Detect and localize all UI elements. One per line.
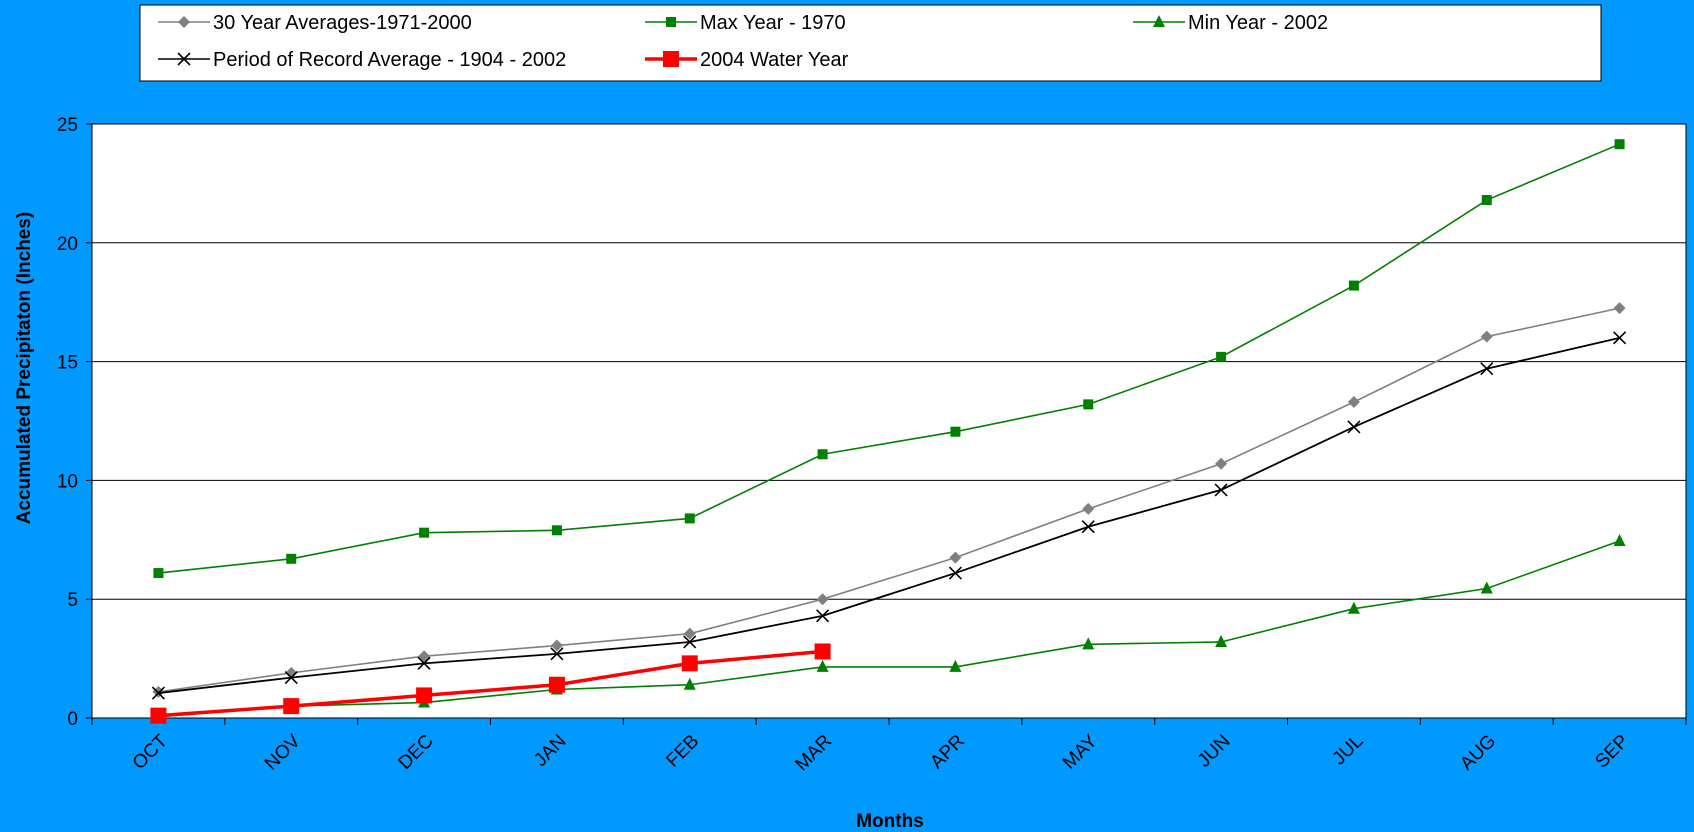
data-point: [548, 676, 565, 693]
data-point: [1082, 502, 1095, 515]
legend-box: [139, 4, 1602, 82]
data-point: [816, 659, 829, 672]
series-line: [158, 540, 1620, 718]
series-4: [150, 643, 831, 724]
data-point: [1215, 457, 1228, 470]
data-point: [949, 659, 962, 672]
x-tick-label: APR: [926, 731, 968, 773]
data-point: [417, 656, 431, 670]
data-point: [1613, 302, 1626, 315]
data-point: [1082, 637, 1095, 650]
legend-label: 2004 Water Year: [700, 49, 849, 71]
series-line: [158, 307, 1620, 693]
data-point: [817, 449, 828, 460]
data-point: [814, 643, 831, 660]
legend-item: 30 Year Averages-1971-2000: [158, 12, 472, 34]
data-point: [153, 568, 164, 579]
data-point: [1480, 330, 1493, 343]
data-point: [152, 685, 165, 698]
x-tick-label: MAY: [1059, 730, 1102, 773]
series-0: [152, 302, 1626, 698]
data-point: [1083, 399, 1094, 410]
data-point: [683, 627, 696, 640]
data-point: [1347, 420, 1361, 434]
legend-label: Period of Record Average - 1904 - 2002: [213, 49, 566, 71]
data-point: [419, 527, 430, 538]
legend-label: 30 Year Averages-1971-2000: [213, 12, 472, 34]
data-point: [285, 666, 298, 679]
y-axis-label: Accumulated Precipitaton (Inches): [14, 212, 35, 525]
data-point: [178, 16, 190, 28]
data-point: [1214, 483, 1228, 497]
legend-label: Max Year - 1970: [700, 12, 846, 34]
data-point: [949, 551, 962, 564]
legend-item: Min Year - 2002: [1133, 12, 1328, 34]
data-point: [151, 686, 165, 700]
series-line: [158, 143, 1620, 574]
legend-label: Min Year - 2002: [1188, 12, 1328, 34]
data-point: [663, 51, 679, 67]
y-tick-label: 15: [57, 353, 78, 374]
data-point: [666, 17, 676, 27]
data-point: [948, 566, 962, 580]
x-tick-label: MAR: [791, 731, 836, 776]
legend-item: Period of Record Average - 1904 - 2002: [158, 49, 566, 71]
data-point: [551, 525, 562, 536]
data-point: [950, 426, 961, 437]
series-line: [158, 649, 823, 718]
legend: 30 Year Averages-1971-2000 Max Year - 197…: [139, 4, 1602, 82]
data-point: [177, 52, 191, 66]
x-tick-label: OCT: [129, 730, 172, 773]
plot-area: [91, 123, 1687, 719]
data-point: [1613, 533, 1626, 546]
data-point: [1347, 395, 1360, 408]
data-point: [1613, 331, 1627, 345]
y-tick-label: 0: [67, 709, 78, 730]
x-tick-label: JUL: [1329, 731, 1368, 770]
x-tick-label: AUG: [1456, 731, 1500, 775]
x-tick-label: SEP: [1591, 731, 1633, 773]
data-point: [1481, 195, 1492, 206]
data-point: [816, 593, 829, 606]
data-point: [816, 609, 830, 623]
y-tick-label: 5: [67, 590, 78, 611]
data-point: [1480, 581, 1493, 594]
series-3: [151, 331, 1627, 700]
data-point: [1215, 634, 1228, 647]
series-1: [153, 139, 1625, 579]
x-tick-label: FEB: [662, 731, 703, 772]
legend-item: Max Year - 1970: [645, 12, 846, 34]
y-tick-label: 20: [57, 234, 78, 255]
data-point: [284, 671, 298, 685]
data-point: [1480, 362, 1494, 376]
data-point: [1081, 520, 1095, 534]
data-point: [683, 677, 696, 690]
data-point: [150, 707, 167, 724]
data-point: [1614, 139, 1625, 150]
data-point: [416, 687, 433, 704]
data-point: [283, 698, 300, 715]
series-line: [158, 336, 1620, 694]
data-point: [683, 635, 697, 649]
x-tick-label: JUN: [1194, 731, 1235, 772]
x-tick-label: NOV: [261, 730, 305, 774]
legend-item: 2004 Water Year: [645, 49, 849, 71]
y-tick-label: 10: [57, 471, 78, 492]
x-axis-label: Months: [856, 811, 924, 832]
series-layer: [150, 139, 1627, 724]
data-point: [550, 647, 564, 661]
data-point: [684, 513, 695, 524]
data-point: [1348, 280, 1359, 291]
data-point: [1153, 15, 1165, 27]
x-tick-label: JAN: [530, 731, 570, 771]
x-tick-label: DEC: [394, 731, 437, 774]
data-point: [1216, 351, 1227, 362]
data-point: [550, 639, 563, 652]
y-tick-label: 25: [57, 115, 78, 136]
data-point: [681, 655, 698, 672]
data-point: [1347, 601, 1360, 614]
data-point: [286, 553, 297, 564]
